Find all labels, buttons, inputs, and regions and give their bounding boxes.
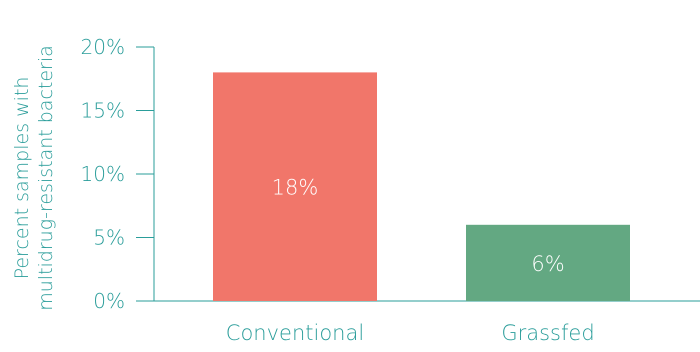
y-tick-label: 0% [93, 289, 125, 313]
y-tick-label: 10% [81, 162, 125, 186]
y-tick-label: 15% [81, 99, 125, 123]
data-label: 6% [531, 252, 564, 276]
y-axis-title-line-1: Percent samples with [11, 77, 33, 280]
y-tick-label: 5% [93, 226, 125, 250]
y-tick-label: 20% [81, 35, 125, 59]
y-axis-title: Percent samples with multidrug-resistant… [11, 45, 57, 311]
labels: 18% Conventional 6% Grassfed [226, 176, 595, 345]
data-label: 18% [272, 176, 319, 200]
y-axis-title-line-2: multidrug-resistant bacteria [35, 45, 57, 311]
x-category-label: Grassfed [501, 321, 594, 345]
bar-conventional [213, 72, 377, 302]
bars [213, 72, 630, 302]
bar-grassfed [466, 224, 630, 301]
x-category-label: Conventional [226, 321, 364, 345]
